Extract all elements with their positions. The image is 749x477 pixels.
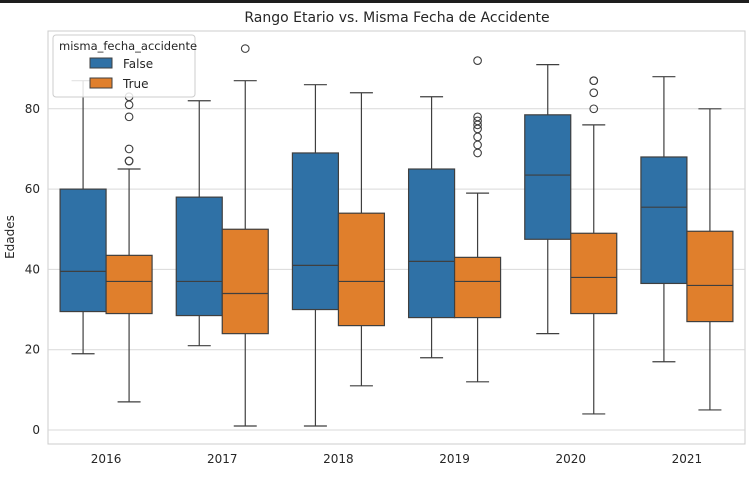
grid-lines: [48, 108, 745, 431]
box-true-2021: [686, 108, 734, 411]
legend-label-true: True: [122, 77, 149, 91]
box-true-2020: [570, 76, 618, 415]
legend: misma_fecha_accidente False True: [52, 34, 197, 98]
box-body: [407, 168, 456, 319]
legend-swatch-false: [89, 57, 113, 69]
box-false-2020: [524, 64, 572, 335]
window-top-bar: [0, 0, 749, 3]
box-false-2017: [175, 100, 223, 347]
y-tick-label-40: 40: [25, 262, 40, 276]
y-tick-labels: 0 20 40 60 80: [25, 102, 40, 437]
box-false-2019: [407, 96, 456, 359]
x-tick-labels: 2016 2017 2018 2019 2020 2021: [91, 452, 702, 466]
box-body: [570, 232, 618, 315]
outlier-point: [240, 44, 250, 53]
outlier-point: [473, 56, 482, 65]
box-body: [453, 256, 502, 319]
x-tick-label-2021: 2021: [672, 452, 703, 466]
y-tick-label-20: 20: [25, 343, 40, 357]
outlier-point: [589, 76, 599, 86]
outlier-point: [124, 112, 134, 122]
box-false-2021: [640, 76, 688, 363]
outlier-point: [124, 156, 134, 166]
legend-title: misma_fecha_accidente: [59, 39, 197, 53]
chart-title: Rango Etario vs. Misma Fecha de Accident…: [244, 10, 549, 26]
plot-area: [47, 30, 746, 445]
outlier-point: [124, 144, 134, 154]
x-tick-label-2019: 2019: [439, 452, 470, 466]
legend-swatch-true: [89, 77, 113, 89]
x-tick-label-2016: 2016: [91, 452, 122, 466]
y-axis-label: Edades: [3, 215, 17, 259]
box-body: [175, 196, 223, 317]
box-body: [105, 254, 153, 315]
y-tick-label-60: 60: [25, 182, 40, 196]
box-true-2016: [105, 92, 153, 403]
box-true-2019: [453, 56, 502, 383]
x-tick-label-2018: 2018: [323, 452, 354, 466]
box-body: [640, 156, 688, 285]
outlier-point: [473, 112, 482, 122]
box-body: [686, 230, 734, 323]
x-tick-label-2017: 2017: [207, 452, 238, 466]
y-tick-label-0: 0: [32, 423, 40, 437]
box-true-2018: [337, 92, 386, 387]
y-tick-label-80: 80: [25, 102, 40, 116]
x-tick-label-2020: 2020: [555, 452, 586, 466]
box-body: [221, 228, 269, 335]
boxes: [59, 44, 734, 427]
box-false-2018: [291, 84, 340, 427]
legend-frame: [52, 34, 196, 98]
box-true-2017: [221, 44, 269, 427]
outlier-point: [473, 116, 482, 126]
legend-label-false: False: [123, 57, 153, 71]
outlier-point: [589, 88, 599, 98]
box-body: [291, 152, 340, 311]
box-body: [337, 212, 386, 327]
box-body: [59, 188, 107, 313]
outlier-point: [589, 104, 599, 114]
box-body: [524, 114, 572, 240]
